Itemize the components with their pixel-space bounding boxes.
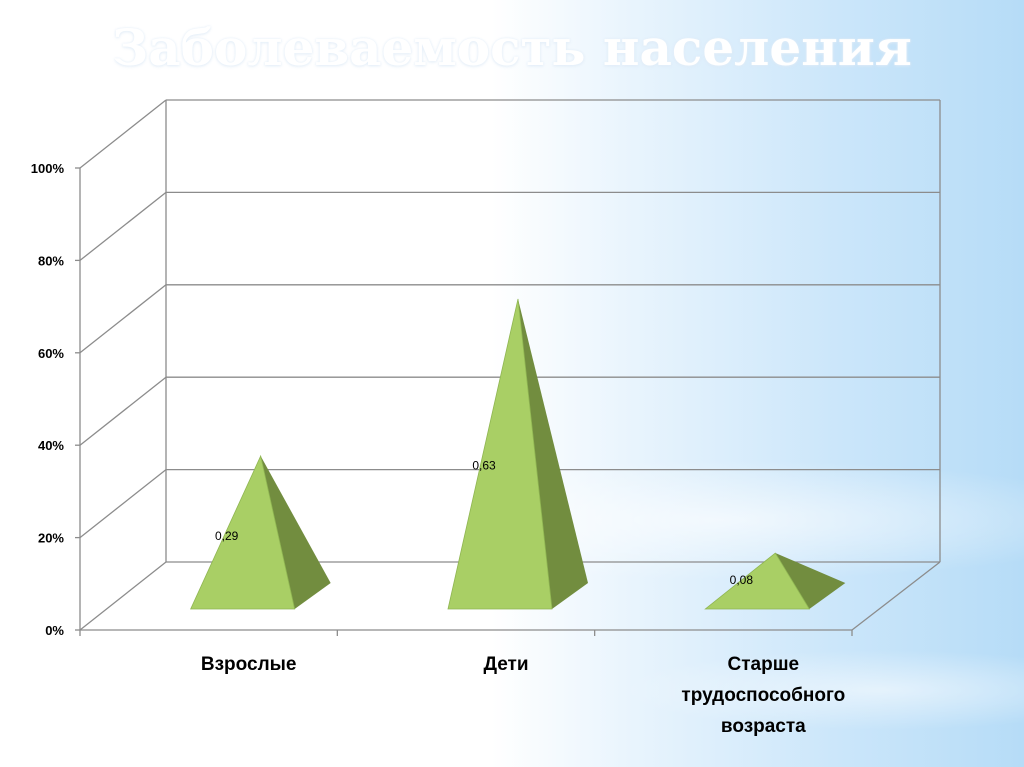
data-labels: 0,29 0,63 0,08	[215, 458, 753, 586]
category-label: Дети	[483, 654, 528, 675]
gridline-side	[79, 191, 167, 261]
pyramid-2	[447, 298, 588, 610]
pyramid-side-face	[260, 456, 331, 609]
y-tick-label: 60%	[38, 346, 64, 361]
data-label: 0,63	[472, 458, 496, 472]
gridline-side	[79, 99, 167, 169]
y-tick-label: 40%	[38, 438, 64, 453]
y-tick-label: 0%	[45, 623, 64, 638]
category-labels: Взрослые Дети Старше трудоспособного возраст…	[201, 654, 845, 737]
gridline-side	[79, 376, 167, 446]
pyramid-series	[190, 298, 846, 610]
y-tick-label: 80%	[38, 253, 64, 268]
pyramid-3	[704, 552, 846, 610]
floor-right-edge	[851, 561, 941, 631]
y-tick-label: 20%	[38, 531, 64, 546]
slide-title: Заболеваемость населения	[112, 18, 912, 77]
data-label: 0,29	[215, 529, 239, 543]
category-label: Взрослые	[201, 654, 297, 675]
gridline-side	[79, 561, 167, 631]
pyramid-front-face	[190, 454, 296, 610]
pyramid-front-face	[704, 552, 811, 610]
y-tick-label: 100%	[31, 161, 65, 176]
pyramid-1	[190, 454, 331, 610]
gridline-side	[79, 469, 167, 539]
category-label: Старше трудоспособного возраста	[681, 654, 845, 737]
data-label: 0,08	[730, 573, 754, 587]
pyramid-front-face	[447, 298, 553, 610]
pyramid-side-face	[775, 553, 846, 609]
pyramid-side-face	[518, 298, 588, 609]
gridline-side	[79, 284, 167, 354]
y-tick-labels: 0% 20% 40% 60% 80% 100%	[31, 161, 65, 638]
